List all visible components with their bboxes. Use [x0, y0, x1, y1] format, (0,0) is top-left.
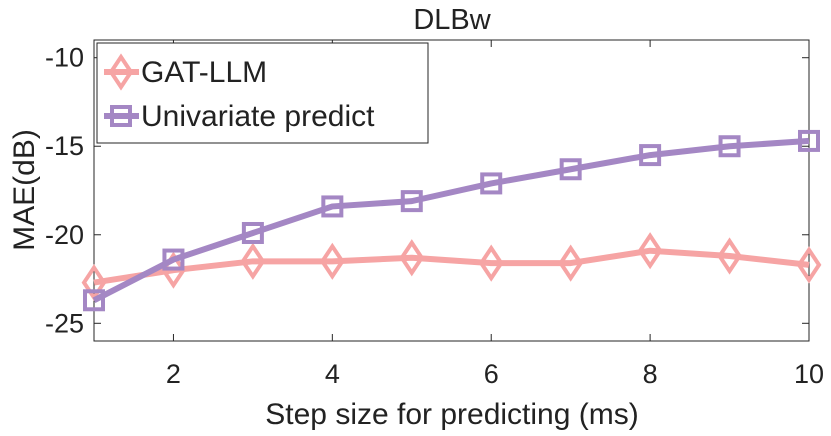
legend: GAT-LLM Univariate predict [96, 42, 429, 144]
data-point [559, 158, 582, 181]
data-point [241, 221, 264, 244]
y-axis: -10 -15 -20 -25 [45, 43, 809, 338]
y-tick-label: -15 [45, 131, 84, 161]
data-point [717, 237, 742, 275]
data-point [480, 172, 503, 195]
data-point [637, 232, 663, 270]
y-tick-label: -20 [45, 220, 84, 250]
y-axis-label: MAE(dB) [8, 129, 41, 251]
legend-marker [110, 105, 132, 127]
series-layer [81, 129, 822, 312]
data-point [558, 244, 584, 282]
x-tick-label: 6 [484, 359, 499, 389]
x-tick-label: 4 [325, 359, 340, 389]
data-point [400, 190, 423, 213]
chart-title: DLBw [413, 4, 491, 36]
data-point [319, 242, 345, 280]
data-point [718, 135, 741, 158]
series-line [92, 137, 810, 303]
x-axis-label: Step size for predicting (ms) [265, 398, 638, 431]
y-tick-label: -10 [45, 43, 84, 73]
legend-item: Univariate predict [104, 100, 375, 133]
legend-item: GAT-LLM [104, 53, 267, 91]
series-square [83, 129, 820, 312]
x-tick-label: 8 [643, 359, 658, 389]
legend-label: GAT-LLM [141, 56, 267, 89]
legend-marker [108, 53, 134, 91]
x-axis: 2 4 6 8 10 [166, 40, 824, 389]
y-tick-label: -25 [45, 308, 84, 338]
legend-box [96, 42, 429, 144]
data-point [639, 144, 662, 167]
data-point [798, 129, 820, 152]
x-tick-label: 10 [794, 359, 824, 389]
legend-label: Univariate predict [141, 100, 375, 133]
data-point [83, 289, 105, 312]
data-point [240, 242, 266, 280]
data-point [796, 246, 822, 284]
data-point [162, 248, 185, 271]
x-tick-label: 2 [166, 359, 181, 389]
series-line [93, 247, 810, 286]
data-point [321, 195, 344, 218]
data-point [478, 244, 504, 282]
data-point [399, 239, 425, 277]
